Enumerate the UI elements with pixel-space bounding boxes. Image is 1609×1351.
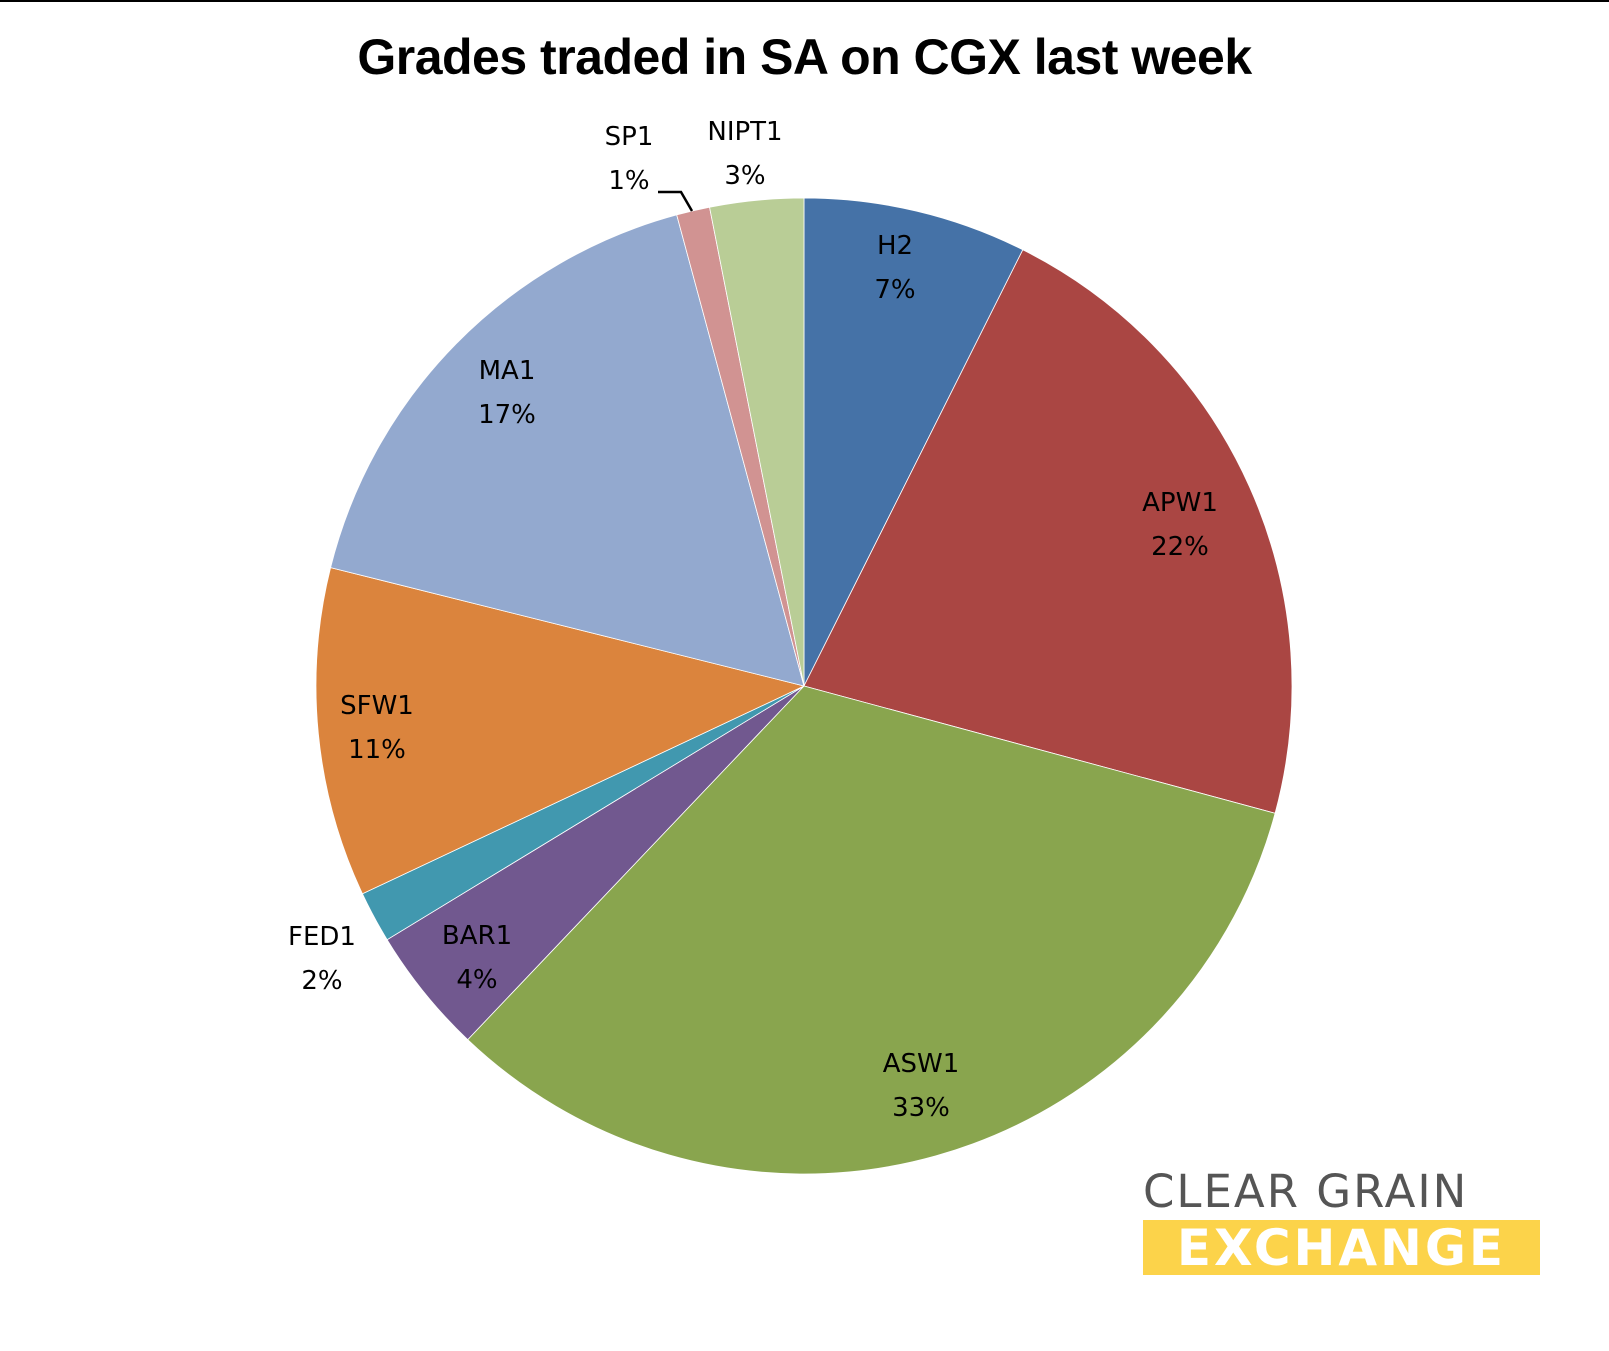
label-name: ASW1 — [882, 1049, 960, 1079]
label-name: H2 — [876, 231, 914, 261]
label-name: BAR1 — [441, 921, 513, 951]
label-nipt1: NIPT1 3% — [707, 110, 782, 198]
label-name: SFW1 — [340, 691, 414, 721]
slice-apw1 — [803, 249, 1293, 814]
label-name: SP1 — [604, 122, 654, 152]
label-sfw1: SFW1 11% — [340, 684, 414, 772]
label-percent: 11% — [348, 735, 406, 765]
label-percent: 22% — [1151, 532, 1209, 562]
label-bar1: BAR1 4% — [442, 914, 512, 1002]
clear-grain-exchange-logo: CLEAR GRAIN EXCHANGE — [1143, 1168, 1540, 1275]
label-apw1: APW1 22% — [1142, 481, 1218, 569]
logo-line1: CLEAR GRAIN — [1143, 1165, 1469, 1218]
label-name: NIPT1 — [707, 117, 783, 147]
slice-ma1 — [330, 214, 805, 687]
label-sp1: SP1 1% — [605, 115, 654, 203]
label-percent: 1% — [608, 166, 650, 196]
logo-line2: EXCHANGE — [1143, 1220, 1540, 1275]
pie-slices — [315, 197, 1293, 1175]
label-name: APW1 — [1142, 488, 1218, 518]
label-percent: 33% — [892, 1093, 950, 1123]
slice-sfw1 — [315, 567, 806, 895]
label-asw1: ASW1 33% — [883, 1042, 960, 1130]
label-ma1: MA1 17% — [478, 349, 536, 437]
slice-asw1 — [467, 685, 1276, 1175]
label-h2: H2 7% — [874, 224, 915, 312]
label-percent: 17% — [478, 400, 536, 430]
label-percent: 3% — [724, 161, 766, 191]
label-name: FED1 — [288, 922, 356, 952]
chart-title: Grades traded in SA on CGX last week — [357, 29, 1252, 85]
slice-nipt1 — [709, 197, 805, 687]
label-percent: 2% — [301, 966, 343, 996]
sp1-leader-line — [658, 190, 694, 212]
label-name: MA1 — [478, 356, 536, 386]
label-percent: 7% — [874, 275, 916, 305]
top-border — [0, 0, 1609, 2]
label-percent: 4% — [456, 965, 498, 995]
slice-h2 — [803, 197, 1024, 687]
label-fed1: FED1 2% — [288, 915, 356, 1003]
